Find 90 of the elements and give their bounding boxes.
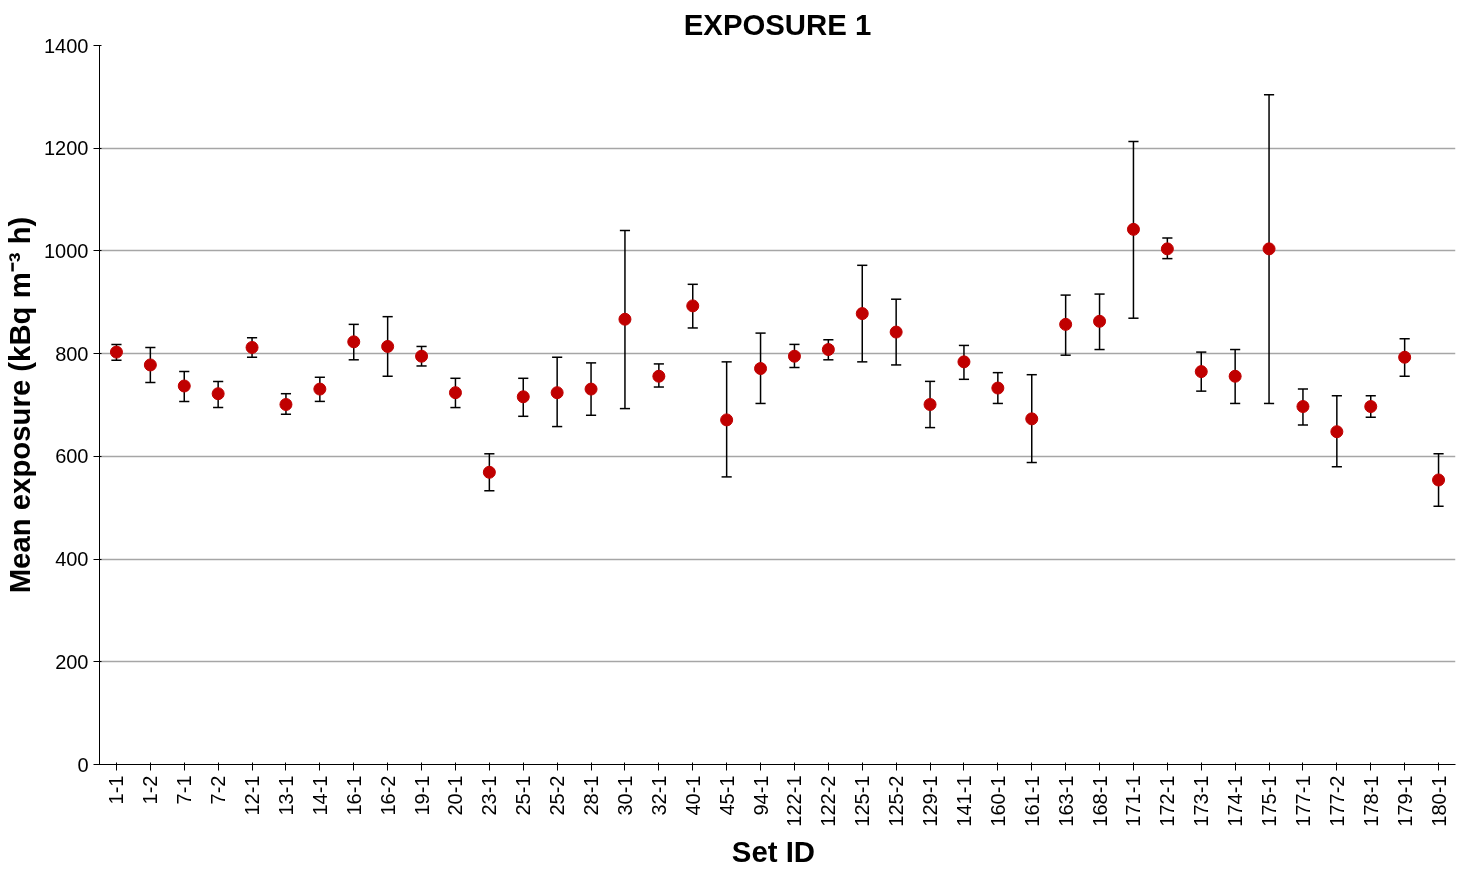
point	[1194, 365, 1208, 379]
x-tick-label: 20-1	[444, 775, 467, 816]
point	[1330, 425, 1344, 439]
x-tick-label: 94-1	[749, 775, 772, 816]
x-tick-label: 160-1	[986, 775, 1009, 827]
point	[1364, 400, 1378, 414]
x-tick-label: 122-1	[783, 775, 806, 827]
point	[787, 349, 801, 363]
x-tick-label: 14-1	[308, 775, 331, 816]
point	[855, 307, 869, 321]
x-tick-label: 122-2	[817, 775, 840, 827]
point	[415, 349, 429, 363]
point	[211, 387, 225, 401]
point	[381, 339, 395, 353]
point	[618, 312, 632, 326]
point	[754, 362, 768, 376]
point	[550, 386, 564, 400]
x-tick-label: 1-2	[139, 775, 162, 805]
x-tick-label: 19-1	[410, 775, 433, 816]
point	[923, 398, 937, 411]
x-tick-label: 129-1	[919, 775, 942, 827]
x-tick-label: 163-1	[1054, 775, 1077, 827]
x-tick-label: 16-2	[376, 775, 399, 816]
y-tick-label: 400	[55, 548, 89, 571]
x-tick-label: 177-2	[1325, 775, 1348, 827]
x-tick-label: 32-1	[647, 775, 670, 816]
point	[347, 335, 361, 349]
point	[177, 379, 191, 393]
x-tick-label: 175-1	[1258, 775, 1281, 827]
point	[584, 382, 598, 396]
x-tick-label: 178-1	[1359, 775, 1382, 827]
point	[313, 382, 327, 396]
point	[1398, 350, 1412, 364]
x-tick-label: 125-1	[851, 775, 874, 827]
chart-title: EXPOSURE 1	[683, 7, 872, 41]
x-tick-label: 174-1	[1224, 775, 1247, 827]
point	[957, 355, 971, 369]
point	[1262, 242, 1276, 256]
point	[1025, 412, 1039, 426]
x-tick-label: 172-1	[1156, 775, 1179, 827]
x-tick-label: 30-1	[613, 775, 636, 816]
point	[686, 299, 700, 313]
x-tick-label: 40-1	[681, 775, 704, 816]
x-tick-label: 23-1	[478, 775, 501, 816]
point	[1126, 222, 1140, 236]
x-tick-label: 7-2	[207, 775, 230, 805]
point	[720, 413, 734, 427]
y-tick-label: 200	[55, 650, 89, 673]
point	[1228, 369, 1242, 383]
y-tick-label: 1000	[44, 239, 89, 262]
x-tick-label: 173-1	[1190, 775, 1213, 827]
x-tick-label: 180-1	[1427, 775, 1450, 827]
x-tick-label: 141-1	[952, 775, 975, 827]
point	[279, 398, 293, 411]
point	[1059, 317, 1073, 331]
x-tick-label: 161-1	[1020, 775, 1043, 827]
point	[821, 343, 835, 357]
point	[652, 369, 666, 383]
y-axis-title: Mean exposure (kBq m⁻³ h)	[3, 216, 37, 594]
x-tick-label: 28-1	[580, 775, 603, 816]
x-tick-label: 16-1	[342, 775, 365, 816]
point	[516, 390, 530, 404]
y-tick-label: 600	[55, 445, 89, 468]
point	[991, 381, 1005, 395]
point	[245, 340, 259, 354]
point	[1093, 314, 1107, 328]
x-tick-label: 13-1	[274, 775, 297, 816]
x-tick-label: 177-1	[1291, 775, 1314, 827]
y-tick-label: 1400	[44, 34, 89, 57]
x-tick-label: 25-2	[546, 775, 569, 816]
x-tick-label: 179-1	[1393, 775, 1416, 827]
x-tick-label: 7-1	[173, 775, 196, 805]
point	[1296, 400, 1310, 414]
x-axis-title: Set ID	[731, 834, 815, 868]
x-tick-label: 168-1	[1088, 775, 1111, 827]
x-tick-label: 25-1	[512, 775, 535, 816]
point	[448, 386, 462, 400]
point	[143, 358, 157, 372]
x-tick-label: 125-2	[885, 775, 908, 827]
x-tick-label: 12-1	[241, 775, 264, 816]
y-tick-label: 1200	[44, 137, 89, 160]
y-tick-label: 0	[77, 753, 89, 776]
x-tick-label: 45-1	[715, 775, 738, 816]
y-tick-label: 800	[55, 342, 89, 365]
point	[482, 465, 496, 479]
x-tick-label: 171-1	[1122, 775, 1145, 827]
point	[1160, 242, 1174, 256]
point	[889, 325, 903, 339]
point	[1432, 473, 1446, 487]
x-tick-label: 1-1	[105, 775, 128, 805]
